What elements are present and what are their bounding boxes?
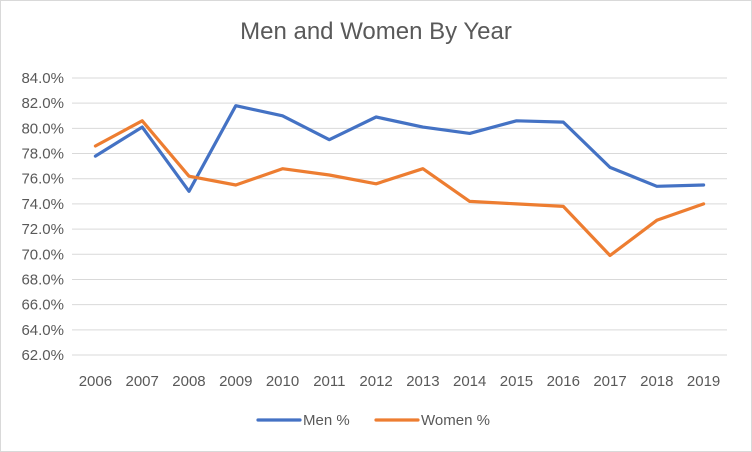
x-tick-label: 2011	[313, 373, 345, 390]
x-tick-label: 2013	[406, 373, 439, 390]
y-tick-label: 80.0%	[21, 120, 64, 137]
chart-title: Men and Women By Year	[240, 18, 512, 45]
y-tick-label: 64.0%	[21, 322, 64, 339]
y-tick-label: 72.0%	[21, 221, 64, 238]
x-tick-label: 2007	[125, 373, 158, 390]
x-tick-label: 2006	[79, 373, 112, 390]
x-tick-label: 2009	[219, 373, 252, 390]
x-tick-label: 2008	[172, 373, 205, 390]
y-tick-label: 70.0%	[21, 246, 64, 263]
x-tick-label: 2019	[687, 373, 720, 390]
series-line-women	[93, 119, 706, 258]
y-tick-label: 78.0%	[21, 146, 64, 163]
x-tick-label: 2018	[640, 373, 673, 390]
y-tick-label: 66.0%	[21, 297, 64, 314]
x-tick-label: 2017	[593, 373, 626, 390]
x-tick-label: 2016	[547, 373, 580, 390]
x-tick-label: 2014	[453, 373, 486, 390]
x-tick-label: 2012	[359, 373, 392, 390]
y-tick-label: 68.0%	[21, 271, 64, 288]
y-tick-label: 62.0%	[21, 347, 64, 364]
y-tick-label: 84.0%	[21, 70, 64, 87]
legend-label: Women %	[421, 412, 490, 429]
legend-label: Men %	[303, 412, 350, 429]
x-tick-label: 2010	[266, 373, 299, 390]
y-tick-label: 76.0%	[21, 171, 64, 188]
x-tick-label: 2015	[500, 373, 533, 390]
y-tick-label: 82.0%	[21, 95, 64, 112]
y-tick-label: 74.0%	[21, 196, 64, 213]
